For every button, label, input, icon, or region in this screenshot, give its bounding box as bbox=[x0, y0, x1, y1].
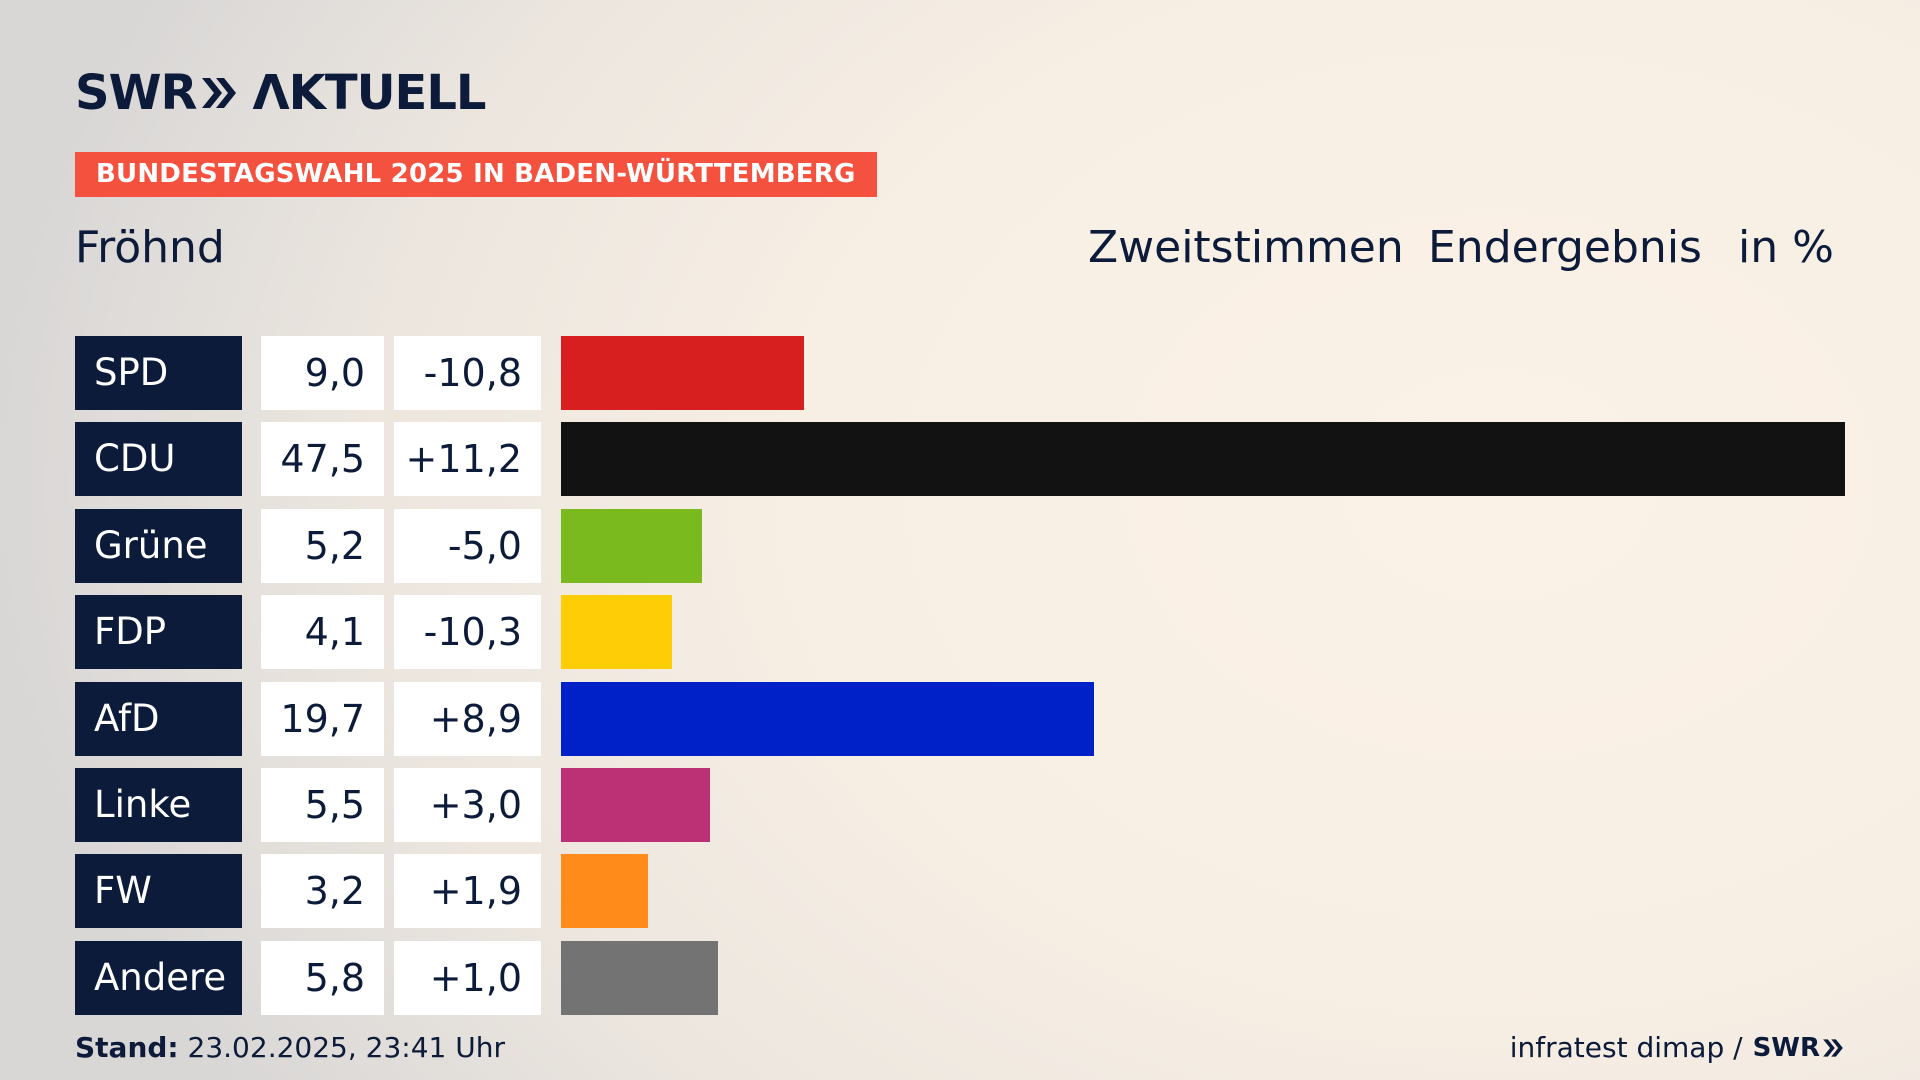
party-label: AfD bbox=[75, 681, 242, 756]
party-label: FW bbox=[75, 854, 242, 929]
vote-share-value: 19,7 bbox=[261, 681, 384, 756]
result-bar bbox=[561, 854, 648, 929]
col-header-vote: Zweitstimmen bbox=[1088, 222, 1404, 273]
result-bar bbox=[561, 681, 1094, 756]
election-banner: BUNDESTAGSWAHL 2025 IN BADEN-WÜRTTEMBERG bbox=[75, 152, 877, 197]
vote-share-value: 5,5 bbox=[261, 768, 384, 842]
col-header-unit: in % bbox=[1738, 222, 1834, 273]
party-label: Andere bbox=[75, 940, 242, 1015]
result-bar bbox=[561, 940, 718, 1015]
vote-change-value: +1,9 bbox=[394, 854, 541, 929]
swr-mini-logo: SWR bbox=[1753, 1033, 1844, 1063]
logo-swr-text: SWR bbox=[75, 65, 197, 121]
result-bar bbox=[561, 508, 702, 583]
party-label: SPD bbox=[75, 336, 242, 410]
result-bar bbox=[561, 595, 672, 670]
col-header-result: Endergebnis bbox=[1428, 222, 1702, 273]
swr-aktuell-logo: SWR ΛKTUELL bbox=[75, 65, 487, 121]
result-bar bbox=[561, 768, 710, 842]
location-title: Fröhnd bbox=[75, 222, 225, 273]
party-label: Linke bbox=[75, 768, 242, 842]
stand-label: Stand: bbox=[75, 1031, 179, 1064]
vote-change-value: -10,8 bbox=[394, 336, 541, 410]
party-label: FDP bbox=[75, 595, 242, 670]
source-credit: infratest dimap / SWR bbox=[1510, 1031, 1844, 1064]
result-bar bbox=[561, 336, 804, 410]
timestamp: Stand: 23.02.2025, 23:41 Uhr bbox=[75, 1031, 505, 1064]
vote-change-value: +3,0 bbox=[394, 768, 541, 842]
vote-share-value: 5,8 bbox=[261, 940, 384, 1015]
party-label: CDU bbox=[75, 422, 242, 497]
double-chevron-icon bbox=[200, 76, 238, 110]
party-label: Grüne bbox=[75, 508, 242, 583]
source-text: infratest dimap / bbox=[1509, 1031, 1743, 1064]
result-bar bbox=[561, 422, 1845, 497]
vote-share-value: 47,5 bbox=[261, 422, 384, 497]
vote-change-value: +1,0 bbox=[394, 940, 541, 1015]
vote-share-value: 3,2 bbox=[261, 854, 384, 929]
vote-share-value: 9,0 bbox=[261, 336, 384, 410]
vote-change-value: +11,2 bbox=[394, 422, 541, 497]
mini-logo-text: SWR bbox=[1752, 1032, 1820, 1063]
vote-change-value: -10,3 bbox=[394, 595, 541, 670]
vote-share-value: 4,1 bbox=[261, 595, 384, 670]
vote-share-value: 5,2 bbox=[261, 508, 384, 583]
stand-value: 23.02.2025, 23:41 Uhr bbox=[187, 1031, 505, 1064]
logo-aktuell-text: ΛKTUELL bbox=[252, 65, 486, 121]
vote-change-value: +8,9 bbox=[394, 681, 541, 756]
vote-change-value: -5,0 bbox=[394, 508, 541, 583]
